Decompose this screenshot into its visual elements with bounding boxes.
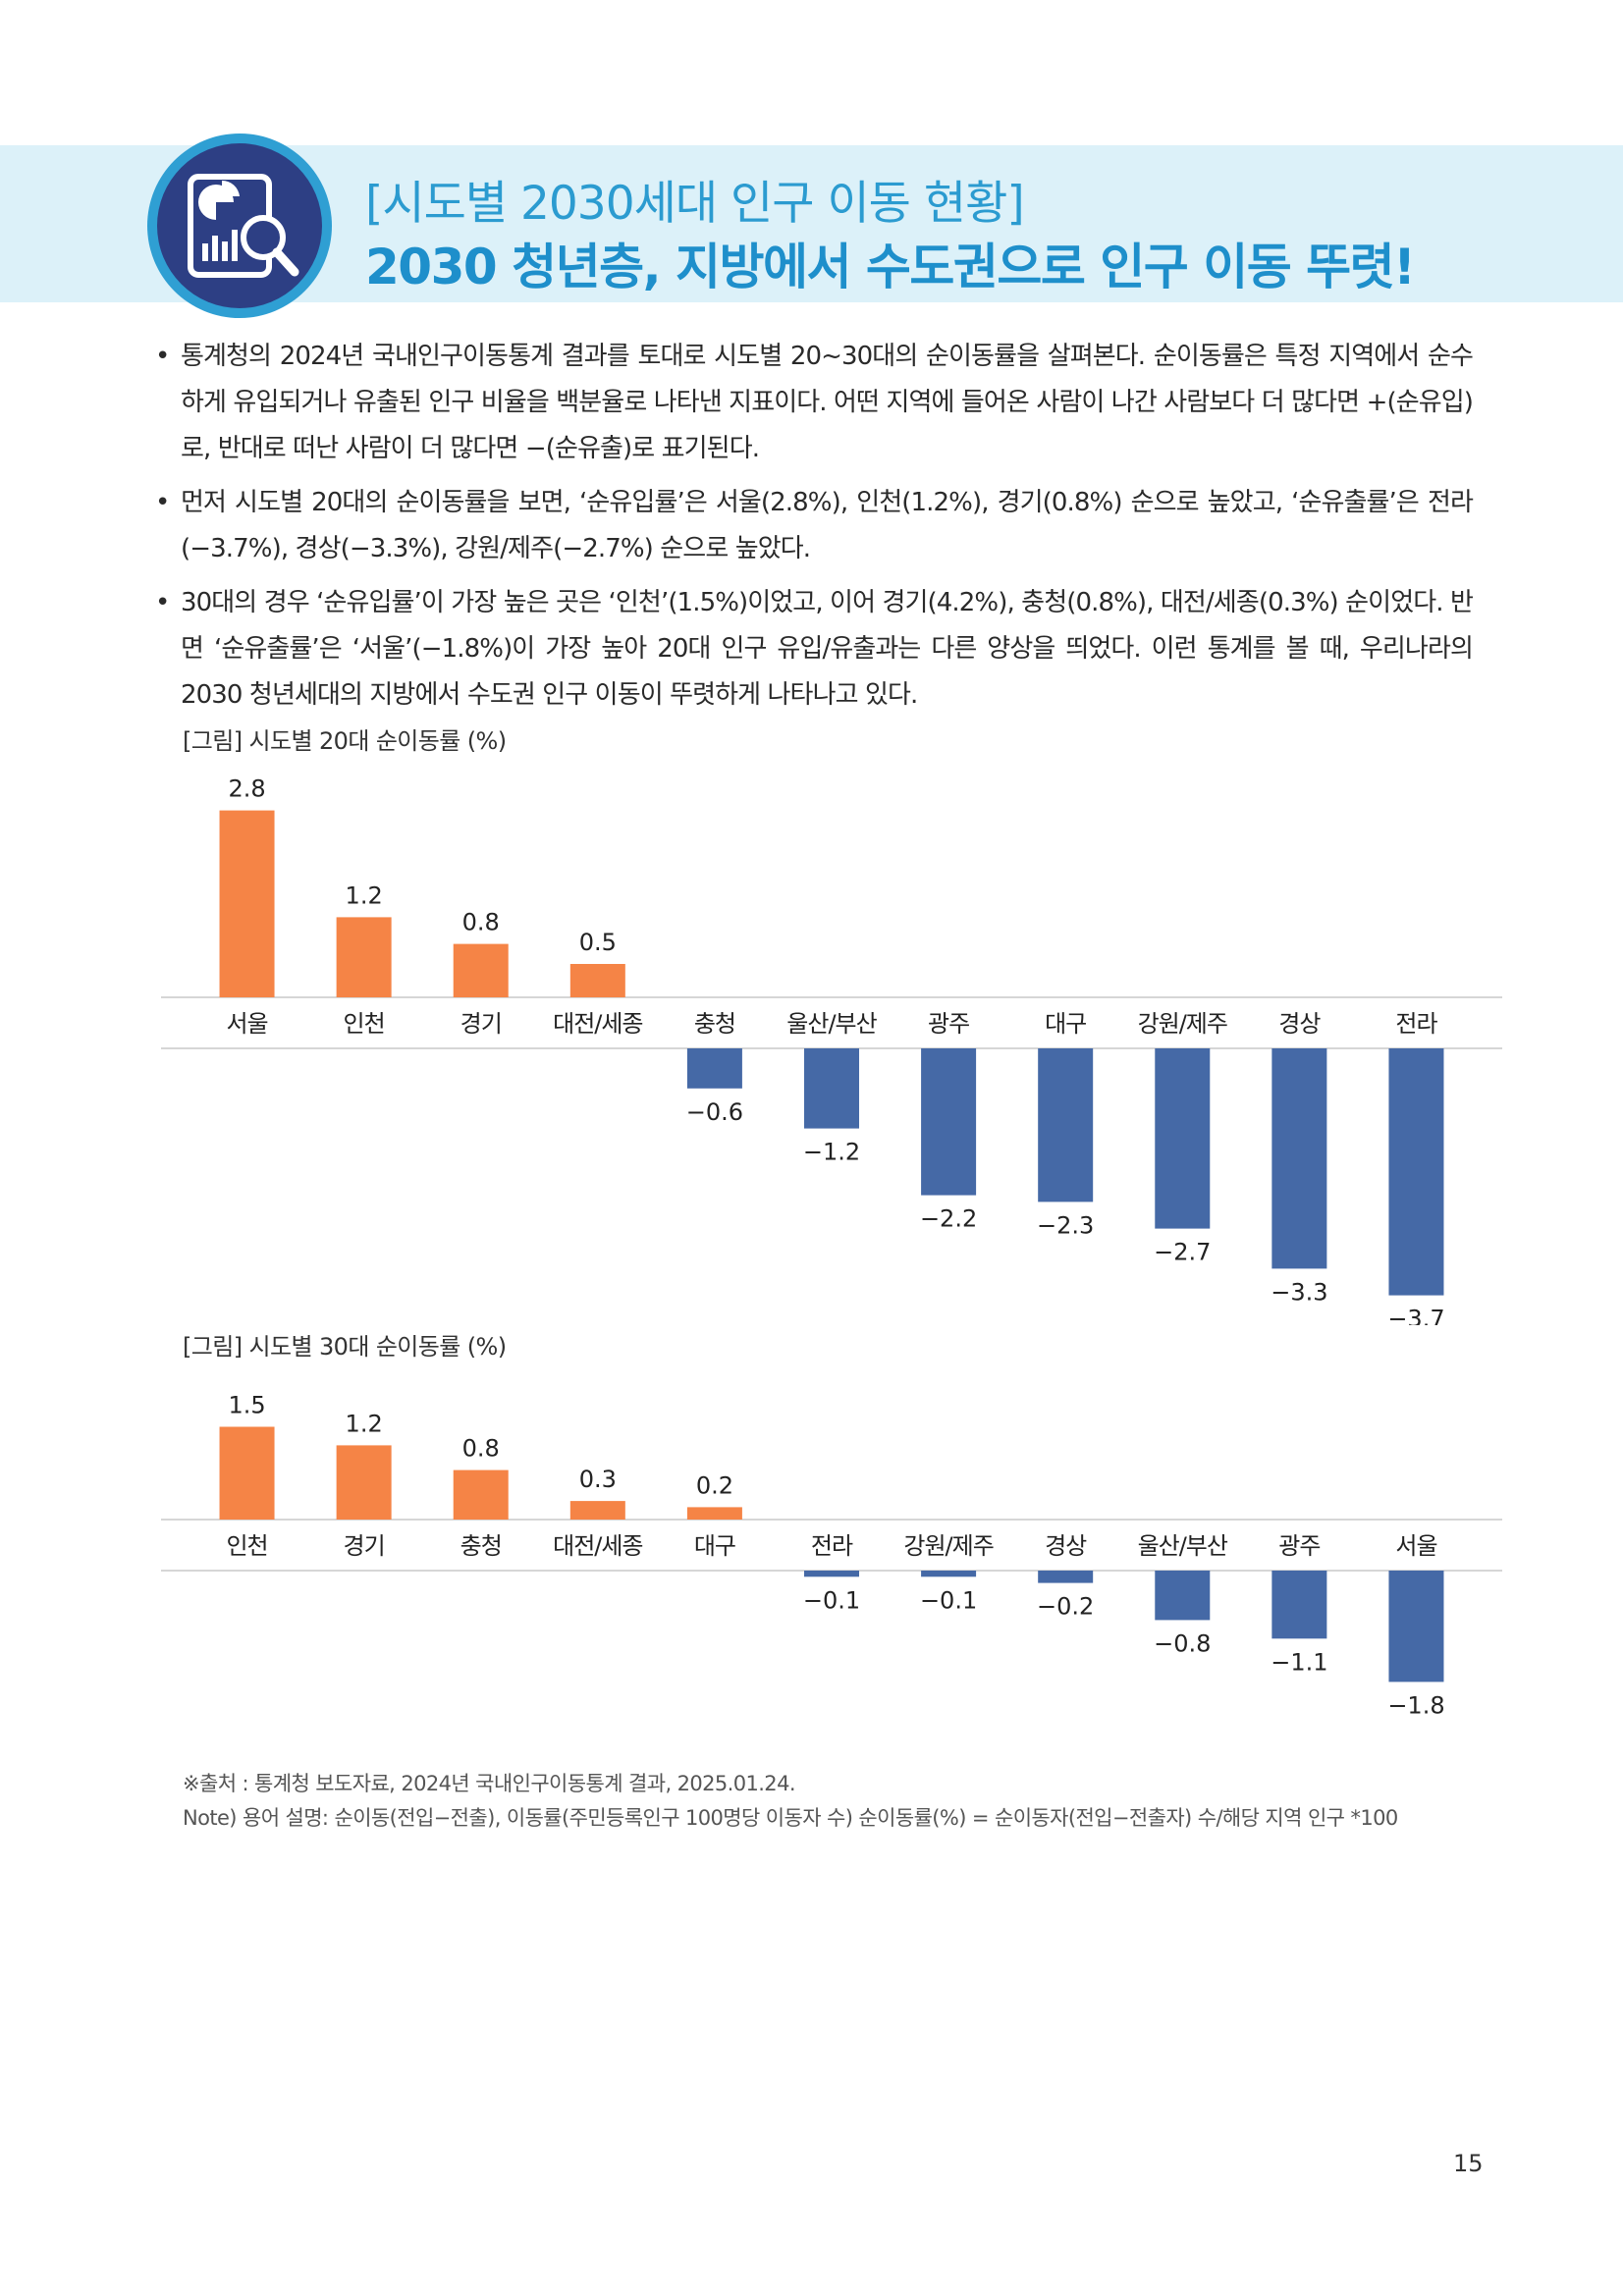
category-label: 인천 bbox=[344, 1010, 385, 1038]
bar-chart-30s: 1.5 인천 1.2 경기 0.8 충청 0.3 대전/세종 0.2 대구 −0.1 전라 −0.1 강원… bbox=[161, 1392, 1502, 1719]
chart-title-30s: [그림] 시도별 30대 순이동률 (%) bbox=[183, 1333, 507, 1361]
data-label: −0.6 bbox=[686, 1098, 743, 1126]
bar bbox=[804, 1571, 859, 1577]
data-label: 0.8 bbox=[462, 909, 500, 936]
data-label: 0.5 bbox=[579, 929, 617, 956]
bar bbox=[1155, 1571, 1211, 1621]
data-label: −1.2 bbox=[803, 1139, 860, 1166]
data-label: −1.8 bbox=[1387, 1691, 1444, 1719]
bar bbox=[569, 1501, 625, 1520]
category-label: 경상 bbox=[1045, 1532, 1087, 1560]
chart-title-20s: [그림] 시도별 20대 순이동률 (%) bbox=[183, 727, 507, 755]
category-label: 전라 bbox=[1395, 1010, 1437, 1038]
data-label: 1.2 bbox=[346, 881, 383, 909]
bullet-text: 먼저 시도별 20대의 순이동률을 보면, ‘순유입률’은 서울(2.8%), … bbox=[181, 488, 1474, 563]
source-note: ※출처 : 통계청 보도자료, 2024년 국내인구이동통계 결과, 2025.… bbox=[183, 1772, 796, 1795]
category-label: 울산/부산 bbox=[1138, 1532, 1228, 1560]
bar-chart-20s: 2.8 서울 1.2 인천 0.8 경기 0.5 대전/세종 −0.6 충청 −1.2 울산/부산 −2… bbox=[161, 775, 1502, 1325]
category-label: 대전/세종 bbox=[553, 1532, 642, 1560]
bar bbox=[921, 1571, 977, 1577]
bar bbox=[453, 943, 509, 997]
data-label: 1.2 bbox=[346, 1410, 383, 1437]
data-label: −3.7 bbox=[1387, 1306, 1444, 1325]
bullet-item: • 먼저 시도별 20대의 순이동률을 보면, ‘순유입률’은 서울(2.8%)… bbox=[155, 480, 1474, 572]
category-label: 충청 bbox=[460, 1532, 502, 1560]
bullet-marker: • bbox=[155, 488, 170, 517]
data-label: 2.8 bbox=[228, 775, 265, 803]
category-label: 인천 bbox=[226, 1532, 267, 1560]
data-label: −2.3 bbox=[1037, 1211, 1094, 1239]
category-label: 대구 bbox=[1045, 1010, 1086, 1038]
category-label: 경상 bbox=[1278, 1010, 1321, 1038]
category-label: 서울 bbox=[1395, 1532, 1436, 1560]
category-label: 대구 bbox=[694, 1532, 735, 1560]
section-headline: 2030 청년층, 지방에서 수도권으로 인구 이동 뚜렷! bbox=[365, 239, 1416, 295]
bar bbox=[219, 810, 275, 997]
section-title: [시도별 2030세대 인구 이동 현황] bbox=[365, 177, 1025, 231]
data-label: 0.8 bbox=[462, 1435, 500, 1463]
category-label: 강원/제주 bbox=[1138, 1010, 1227, 1038]
category-label: 서울 bbox=[226, 1010, 267, 1038]
data-label: −0.1 bbox=[920, 1586, 977, 1614]
bullet-text: 30대의 경우 ‘순유입률’이 가장 높은 곳은 ‘인천’(1.5%)이었고, … bbox=[181, 588, 1474, 710]
bullet-marker: • bbox=[155, 588, 170, 617]
bullet-text: 통계청의 2024년 국내인구이동통계 결과를 토대로 시도별 20~30대의 … bbox=[181, 342, 1474, 463]
category-label: 대전/세종 bbox=[553, 1010, 642, 1038]
category-label: 광주 bbox=[928, 1010, 969, 1038]
category-label: 전라 bbox=[811, 1532, 853, 1560]
data-label: 0.3 bbox=[579, 1466, 617, 1493]
data-label: −0.2 bbox=[1037, 1593, 1094, 1621]
category-label: 광주 bbox=[1278, 1532, 1320, 1560]
bar bbox=[686, 1048, 742, 1089]
bar bbox=[1271, 1571, 1327, 1639]
bar bbox=[336, 1445, 392, 1520]
bar bbox=[336, 917, 392, 997]
data-label: −3.3 bbox=[1271, 1278, 1327, 1306]
bullet-marker: • bbox=[155, 342, 170, 371]
bar bbox=[1038, 1048, 1094, 1202]
page-number: 15 bbox=[1453, 2150, 1484, 2177]
data-label: −0.1 bbox=[803, 1586, 860, 1614]
data-label: −1.1 bbox=[1271, 1648, 1327, 1676]
bullet-item: • 30대의 경우 ‘순유입률’이 가장 높은 곳은 ‘인천’(1.5%)이었고… bbox=[155, 580, 1474, 719]
data-label: −2.2 bbox=[920, 1205, 977, 1233]
bar bbox=[1271, 1048, 1327, 1269]
category-label: 강원/제주 bbox=[903, 1532, 993, 1560]
category-label: 울산/부산 bbox=[786, 1010, 877, 1038]
bullet-item: • 통계청의 2024년 국내인구이동통계 결과를 토대로 시도별 20~30대… bbox=[155, 334, 1474, 472]
bar bbox=[453, 1469, 509, 1520]
data-label: 0.2 bbox=[696, 1471, 733, 1499]
report-magnifier-icon bbox=[147, 133, 332, 318]
bar bbox=[569, 964, 625, 997]
definition-note: Note) 용어 설명: 순이동(전입−전출), 이동률(주민등록인구 100명… bbox=[183, 1806, 1398, 1830]
bar bbox=[921, 1048, 977, 1196]
category-label: 충청 bbox=[694, 1010, 735, 1038]
bar bbox=[1155, 1048, 1211, 1229]
data-label: 1.5 bbox=[228, 1392, 265, 1419]
bar bbox=[1038, 1571, 1094, 1583]
bar bbox=[804, 1048, 859, 1129]
bar bbox=[1388, 1571, 1444, 1682]
bar bbox=[686, 1507, 742, 1520]
data-label: −2.7 bbox=[1154, 1239, 1211, 1266]
bar bbox=[1388, 1048, 1444, 1296]
category-label: 경기 bbox=[344, 1532, 385, 1560]
data-label: −0.8 bbox=[1154, 1629, 1211, 1657]
notes: ※출처 : 통계청 보도자료, 2024년 국내인구이동통계 결과, 2025.… bbox=[183, 1767, 1398, 1836]
bar bbox=[219, 1426, 275, 1520]
category-label: 경기 bbox=[460, 1010, 502, 1038]
bullet-list: • 통계청의 2024년 국내인구이동통계 결과를 토대로 시도별 20~30대… bbox=[155, 334, 1474, 726]
